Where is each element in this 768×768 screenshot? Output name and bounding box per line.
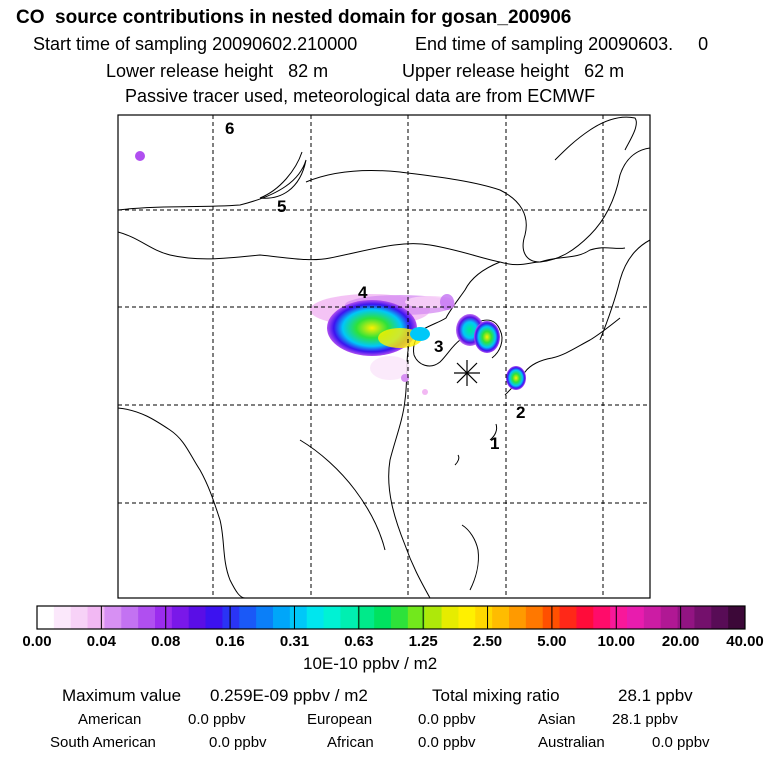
region-name: Asian xyxy=(538,711,576,728)
region-value: 0.0 ppbv xyxy=(652,734,710,751)
colorbar-cell xyxy=(660,606,679,629)
colorbar-cell xyxy=(391,606,409,629)
colorbar-tick-label: 0.04 xyxy=(86,633,116,650)
receptor-asterisk-icon xyxy=(454,360,480,386)
colorbar-units: 10E-10 ppbv / m2 xyxy=(303,654,438,673)
colorbar-cell xyxy=(273,606,291,629)
colorbar-tick-label: 40.00 xyxy=(726,633,764,650)
upper-release-height: Upper release height 62 m xyxy=(402,61,625,81)
max-value-label: Maximum value xyxy=(62,686,182,705)
max-value: 0.259E-09 ppbv / m2 xyxy=(210,686,368,705)
region-value: 28.1 ppbv xyxy=(612,711,678,728)
total-mixing-ratio-label: Total mixing ratio xyxy=(432,686,560,705)
colorbar-cell xyxy=(155,606,173,629)
colorbar-tick-label: 0.08 xyxy=(151,633,181,650)
colorbar-cell xyxy=(492,606,510,629)
trajectory-label-2: 2 xyxy=(516,403,525,422)
colorbar-cell xyxy=(222,606,240,629)
colorbar-cell xyxy=(188,606,207,629)
trajectory-label-5: 5 xyxy=(277,197,286,216)
colorbar-tick-label: 0.16 xyxy=(215,633,245,650)
colorbar-cell xyxy=(694,606,712,629)
trajectory-label-1: 1 xyxy=(490,434,499,453)
colorbar-cell xyxy=(374,606,392,629)
colorbar-cell xyxy=(340,606,358,629)
region-name: American xyxy=(78,711,142,728)
colorbar-cell xyxy=(87,606,105,629)
colorbar-cell xyxy=(104,606,122,629)
lower-release-height: Lower release height 82 m xyxy=(106,61,329,81)
colorbar-cell xyxy=(458,606,476,629)
colorbar-cell xyxy=(728,606,746,629)
colorbar-cell xyxy=(171,606,190,629)
colorbar-cell xyxy=(205,606,223,629)
colorbar-cell xyxy=(559,606,577,629)
colorbar xyxy=(36,605,746,630)
region-value: 0.0 ppbv xyxy=(188,711,246,728)
region-value: 0.0 ppbv xyxy=(418,734,476,751)
colorbar-cell xyxy=(306,606,325,629)
colorbar-cell xyxy=(576,606,594,629)
colorbar-cell xyxy=(37,606,55,629)
colorbar-cell xyxy=(138,606,156,629)
coastlines xyxy=(118,116,650,598)
colorbar-tick-label: 10.00 xyxy=(597,633,636,650)
region-name: South American xyxy=(50,734,156,751)
colorbar-cell xyxy=(53,606,72,629)
colorbar-cell xyxy=(475,606,493,629)
colorbar-cell xyxy=(542,606,561,629)
colorbar-cell xyxy=(239,606,257,629)
tracer-note: Passive tracer used, meteorological data… xyxy=(125,86,596,106)
trajectory-label-4: 4 xyxy=(358,283,368,302)
colorbar-cell xyxy=(509,606,527,629)
region-name: African xyxy=(327,734,374,751)
colorbar-cell xyxy=(424,606,443,629)
region-name: European xyxy=(307,711,373,728)
region-name: Australian xyxy=(538,734,605,751)
map-panel: 1 2 3 4 5 6 xyxy=(117,114,651,599)
colorbar-cell xyxy=(256,606,274,629)
colorbar-cell xyxy=(593,606,611,629)
plot-title: CO source contributions in nested domain… xyxy=(16,7,572,28)
source-contribution-plume xyxy=(135,151,526,395)
colorbar-tick-label: 5.00 xyxy=(537,633,567,650)
start-sampling-time: Start time of sampling 20090602.210000 xyxy=(33,34,358,54)
colorbar-cell xyxy=(289,606,308,629)
colorbar-cell xyxy=(121,606,139,629)
colorbar-tick-label: 0.00 xyxy=(22,633,52,650)
trajectory-label-6: 6 xyxy=(225,119,234,138)
colorbar-cell xyxy=(643,606,662,629)
colorbar-tick-label: 0.31 xyxy=(279,633,310,650)
colorbar-cell xyxy=(610,606,628,629)
colorbar-cell xyxy=(441,606,459,629)
region-value: 0.0 ppbv xyxy=(418,711,476,728)
colorbar-cell xyxy=(70,606,89,629)
colorbar-cell xyxy=(323,606,341,629)
colorbar-tick-label: 2.50 xyxy=(472,633,503,650)
map-frame xyxy=(117,114,651,599)
colorbar-cell xyxy=(677,606,695,629)
colorbar-cell xyxy=(711,606,729,629)
lat-lon-grid xyxy=(118,115,650,598)
colorbar-tick-label: 20.00 xyxy=(661,633,700,650)
total-mixing-ratio-value: 28.1 ppbv xyxy=(618,686,693,705)
colorbar-cell xyxy=(627,606,645,629)
end-sampling-time: End time of sampling 20090603. 0 xyxy=(415,34,709,54)
trajectory-label-3: 3 xyxy=(434,337,443,356)
region-value: 0.0 ppbv xyxy=(209,734,267,751)
colorbar-tick-label: 1.25 xyxy=(408,633,438,650)
colorbar-tick-label: 0.63 xyxy=(344,633,374,650)
colorbar-cell xyxy=(525,606,544,629)
colorbar-cell xyxy=(357,606,375,629)
colorbar-cell xyxy=(407,606,426,629)
